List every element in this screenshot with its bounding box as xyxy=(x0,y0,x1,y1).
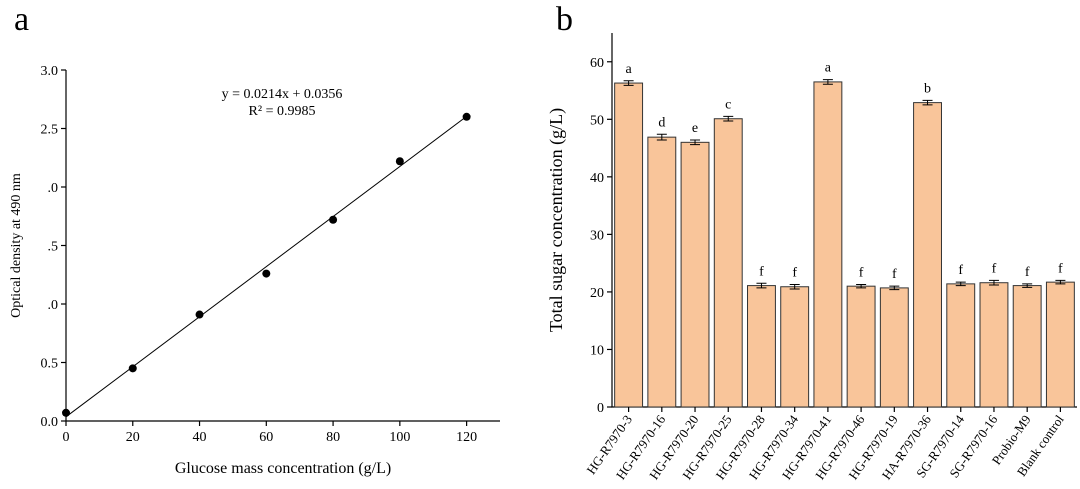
significance-label: f xyxy=(958,263,963,278)
bar xyxy=(1045,281,1075,408)
error-bar xyxy=(822,79,833,85)
x-tick-label: 100 xyxy=(389,430,410,445)
error-bar xyxy=(789,283,800,290)
error-bar xyxy=(756,282,767,289)
x-tick-label: 0 xyxy=(63,430,70,445)
data-point xyxy=(329,215,338,224)
bar xyxy=(1012,285,1042,408)
bar xyxy=(780,286,810,408)
x-tick-label: 20 xyxy=(126,430,140,445)
significance-label: a xyxy=(625,62,632,77)
y-tick-label: 30 xyxy=(590,228,604,243)
data-point xyxy=(195,310,204,319)
significance-label: f xyxy=(892,267,897,282)
bar xyxy=(713,118,743,408)
bar xyxy=(913,102,942,408)
y-tick-label: 0.5 xyxy=(41,357,59,372)
y-tick-label: 0.0 xyxy=(41,415,59,430)
y-tick-label: 60 xyxy=(590,56,604,71)
bar xyxy=(979,282,1009,408)
error-bar xyxy=(889,285,900,291)
bar xyxy=(647,136,677,408)
significance-label: f xyxy=(792,265,797,280)
significance-label: a xyxy=(825,61,832,76)
data-point xyxy=(62,408,70,417)
bar xyxy=(879,287,909,408)
panel-label: a xyxy=(14,1,29,38)
significance-label: b xyxy=(924,81,931,96)
y-axis-label: Optical density at 490 nm xyxy=(9,173,24,318)
error-bar xyxy=(1022,283,1033,288)
data-point xyxy=(462,112,471,121)
error-bar xyxy=(723,115,734,122)
data-point xyxy=(128,364,137,373)
y-tick-label: 2.5 xyxy=(41,123,59,138)
significance-label: f xyxy=(1025,265,1030,280)
y-tick-label: .0 xyxy=(48,298,59,313)
error-bar xyxy=(656,133,667,141)
error-bar xyxy=(955,281,966,287)
error-bar xyxy=(856,283,867,289)
significance-label: e xyxy=(692,121,698,136)
annotation: R² = 0.9985 xyxy=(249,104,316,119)
fit-line xyxy=(65,115,467,418)
significance-label: f xyxy=(759,264,764,279)
y-tick-label: 50 xyxy=(590,113,604,128)
significance-label: f xyxy=(859,265,864,280)
significance-label: d xyxy=(658,115,665,130)
y-axis-label: Total sugar concentration (g/L) xyxy=(546,108,567,332)
bar xyxy=(747,285,776,408)
y-tick-label: 40 xyxy=(590,171,604,186)
x-tick-label: 60 xyxy=(259,430,273,445)
y-tick-label: .5 xyxy=(48,240,59,255)
error-bar xyxy=(922,99,933,106)
error-bar xyxy=(988,279,999,286)
y-tick-label: 0 xyxy=(597,401,604,416)
data-point xyxy=(395,157,404,166)
bar xyxy=(614,82,644,408)
significance-label: c xyxy=(725,97,731,112)
x-axis-label: Glucose mass concentration (g/L) xyxy=(175,460,391,477)
error-bar xyxy=(690,139,701,146)
significance-label: f xyxy=(1058,261,1063,276)
panel-label: b xyxy=(556,1,573,38)
bar xyxy=(946,283,976,408)
error-bar xyxy=(1055,279,1066,285)
annotation: y = 0.0214x + 0.0356 xyxy=(222,87,343,102)
bar xyxy=(813,81,843,408)
error-bar xyxy=(623,80,634,86)
y-tick-label: 3.0 xyxy=(41,64,59,79)
y-tick-label: 10 xyxy=(590,343,604,358)
bar xyxy=(680,141,710,408)
bar xyxy=(846,285,876,408)
y-tick-label: .0 xyxy=(48,181,59,196)
y-tick-label: 20 xyxy=(590,286,604,301)
x-tick-label: 120 xyxy=(456,430,477,445)
x-tick-label: 80 xyxy=(326,430,340,445)
significance-label: f xyxy=(992,261,997,276)
data-point xyxy=(262,269,271,278)
x-tick-label: 40 xyxy=(193,430,207,445)
